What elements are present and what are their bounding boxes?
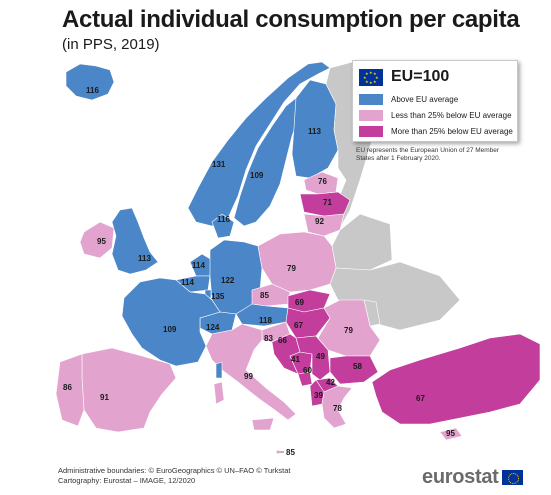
legend-label-more: More than 25% below EU average xyxy=(391,126,513,136)
value-label-lithuania: 92 xyxy=(315,217,324,226)
region-iceland xyxy=(65,63,115,101)
value-label-hungary: 67 xyxy=(294,321,303,330)
region-sardinia xyxy=(213,381,225,405)
value-label-slovakia: 69 xyxy=(295,298,304,307)
region-latvia xyxy=(299,191,351,217)
value-label-portugal: 86 xyxy=(63,383,72,392)
value-label-denmark: 116 xyxy=(217,215,230,224)
footer-line-cartography: Cartography: Eurostat – IMAGE, 12/2020 xyxy=(58,476,196,485)
value-label-germany: 122 xyxy=(221,276,235,285)
region-finland xyxy=(291,79,339,179)
legend-label-less: Less than 25% below EU average xyxy=(391,110,512,120)
region-sicily xyxy=(251,417,275,431)
value-label-spain: 91 xyxy=(100,393,109,402)
legend-label-above: Above EU average xyxy=(391,94,459,104)
value-label-norway: 113 xyxy=(308,127,321,136)
region-italy xyxy=(205,323,297,421)
value-label-italy: 99 xyxy=(244,372,253,381)
legend-reference-label: EU=100 xyxy=(391,68,450,85)
page-title: Actual individual consumption per capita xyxy=(62,6,520,33)
value-label-serbia: 49 xyxy=(316,352,325,361)
map-legend: ★ ★ ★ ★ ★ ★ ★ ★ EU=100 Above EU average Less… xyxy=(352,60,518,142)
legend-note: EU represents the European Union of 27 M… xyxy=(356,147,500,162)
eurostat-logo: eurostat xyxy=(422,466,523,489)
footer-credits: Administrative boundaries: © EuroGeograp… xyxy=(58,466,291,486)
value-label-iceland: 116 xyxy=(86,86,99,95)
value-label-malta: 85 xyxy=(286,448,295,457)
value-label-poland: 79 xyxy=(287,264,296,273)
eu-flag-icon xyxy=(501,470,523,485)
region-ireland xyxy=(79,221,115,259)
value-label-netherlands: 114 xyxy=(192,261,205,270)
value-label-romania: 79 xyxy=(344,326,353,335)
value-label-belgium: 114 xyxy=(181,278,194,287)
legend-reference: ★ ★ ★ ★ ★ ★ ★ ★ EU=100 xyxy=(359,66,449,88)
legend-item-less: Less than 25% below EU average xyxy=(359,109,512,121)
region-ukraine xyxy=(329,261,461,331)
region-bosnia xyxy=(289,351,313,375)
region-cyprus xyxy=(439,427,463,441)
value-label-albania: 39 xyxy=(314,391,323,400)
region-corsica xyxy=(215,361,223,379)
region-denmark xyxy=(211,213,235,239)
value-label-bosnia: 41 xyxy=(291,355,300,364)
legend-item-above: Above EU average xyxy=(359,93,458,105)
region-france xyxy=(121,277,221,367)
value-label-bulgaria: 58 xyxy=(353,362,362,371)
value-label-croatia: 66 xyxy=(278,336,287,345)
region-uk xyxy=(111,207,159,275)
value-label-cyprus: 95 xyxy=(446,429,455,438)
footer-line-boundaries: Administrative boundaries: © EuroGeograp… xyxy=(58,466,291,475)
value-label-montenegro: 60 xyxy=(303,366,312,375)
region-bulgaria xyxy=(329,355,379,385)
value-label-austria: 118 xyxy=(259,316,272,325)
value-label-luxembourg: 135 xyxy=(211,292,225,301)
region-portugal xyxy=(55,353,85,427)
value-label-finland: 131 xyxy=(212,160,226,169)
value-label-ireland: 95 xyxy=(97,237,106,246)
eurostat-logo-text: eurostat xyxy=(422,466,499,488)
value-label-north-macedonia: 42 xyxy=(326,378,335,387)
value-label-switzerland: 124 xyxy=(206,323,220,332)
region-malta xyxy=(276,450,280,454)
legend-item-more: More than 25% below EU average xyxy=(359,125,513,137)
value-label-czechia: 85 xyxy=(260,291,269,300)
value-label-estonia: 76 xyxy=(318,177,327,186)
region-turkey xyxy=(371,333,541,425)
value-label-latvia: 71 xyxy=(323,198,332,207)
region-lithuania xyxy=(303,213,345,237)
region-poland xyxy=(257,231,337,293)
value-label-greece: 78 xyxy=(333,404,342,413)
eu-flag-icon: ★ ★ ★ ★ ★ ★ ★ ★ xyxy=(359,68,383,86)
value-label-france: 109 xyxy=(163,325,177,334)
value-label-uk: 113 xyxy=(138,254,151,263)
legend-swatch-above xyxy=(359,93,383,105)
legend-swatch-less xyxy=(359,109,383,121)
value-label-turkey: 67 xyxy=(416,394,425,403)
region-greece xyxy=(321,385,353,429)
legend-swatch-more xyxy=(359,125,383,137)
value-label-slovenia: 83 xyxy=(264,334,273,343)
page-subtitle: (in PPS, 2019) xyxy=(62,36,160,53)
value-label-sweden: 109 xyxy=(250,171,264,180)
